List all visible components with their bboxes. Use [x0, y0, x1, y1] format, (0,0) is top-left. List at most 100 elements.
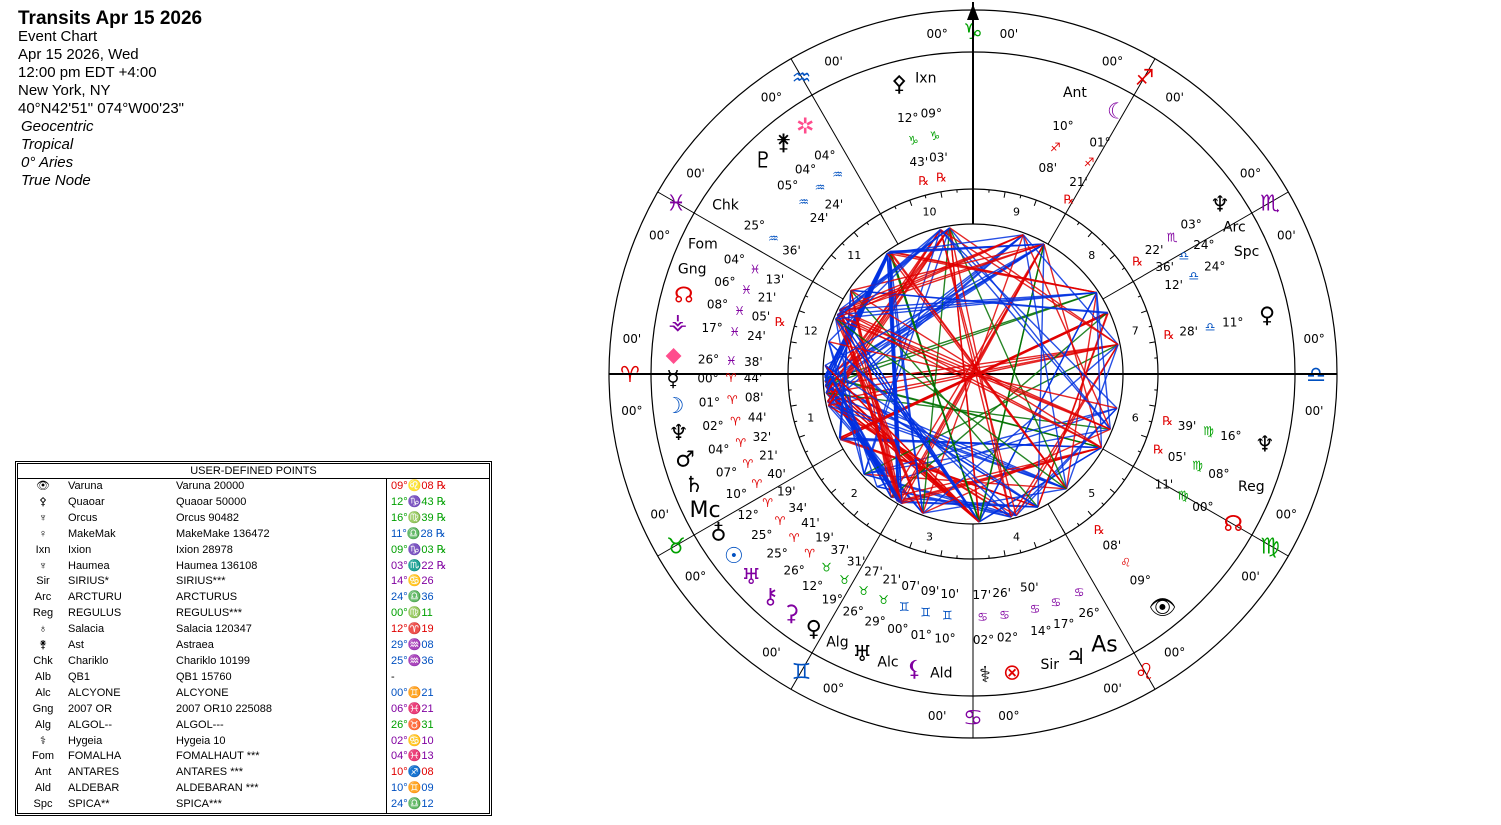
body-sign: ♏ — [1167, 231, 1178, 245]
points-fullname: Astraea — [176, 638, 387, 654]
sign-glyph: ♈ — [620, 363, 640, 388]
aspect-line — [835, 227, 951, 320]
body-glyph: ☊ — [674, 283, 694, 308]
body-sign: ♒ — [815, 180, 826, 194]
sign-cusp-minute: 00' — [928, 709, 947, 723]
body-minute: 05' — [752, 310, 771, 324]
points-row: ♆ Orcus Orcus 90482 16°♍39 ℞ — [18, 510, 489, 527]
degree-tick — [866, 522, 870, 526]
sign-cusp-line — [1133, 652, 1156, 690]
body-retrograde: ℞ — [1162, 414, 1173, 428]
body-degree: 02° — [997, 631, 1018, 645]
aspect-line — [922, 428, 1111, 514]
points-symbol: ♆ — [38, 511, 48, 524]
body-sign: ♉ — [821, 561, 832, 575]
sign-cusp-minute: 00' — [1165, 91, 1184, 105]
degree-tick — [909, 542, 913, 549]
sign-cusp-degree: 00° — [823, 681, 844, 695]
sign-cusp-degree: 00° — [927, 27, 948, 41]
degree-tick — [924, 195, 927, 199]
points-symbol: Chk — [33, 654, 53, 667]
degree-tick — [894, 538, 897, 542]
points-row: ♀ MakeMak MakeMake 136472 11°♎28 ℞ — [18, 526, 489, 543]
body-degree: 04° — [795, 163, 816, 177]
body-glyph: Arc — [1223, 220, 1246, 236]
points-name: SPICA** — [68, 798, 110, 811]
points-name: ALCYONE — [68, 686, 121, 699]
body-retrograde: ℞ — [1153, 443, 1164, 457]
body-minute: 27' — [864, 564, 883, 578]
house-number: 8 — [1088, 249, 1095, 262]
house-cusp-line — [811, 94, 899, 245]
house-cusp-line — [693, 212, 844, 300]
sign-cusp-degree: 00° — [621, 404, 642, 418]
body-sign: ♊ — [899, 600, 910, 614]
body-degree: 02° — [702, 419, 723, 433]
body-sign: ♉ — [858, 584, 869, 598]
degree-tick — [1003, 550, 1006, 557]
body-degree: 00° — [887, 622, 908, 636]
degree-tick — [853, 231, 859, 238]
points-symbol: ⚵ — [38, 639, 48, 652]
points-name: ALGOL-- — [68, 718, 113, 731]
house-cusp-line — [811, 503, 899, 654]
body-degree: 16° — [1220, 429, 1241, 443]
points-symbol: Gng — [32, 702, 54, 715]
degree-tick — [1148, 420, 1152, 423]
aspect-line — [825, 385, 1067, 490]
degree-tick — [1127, 281, 1134, 285]
sign-cusp-minute: 00' — [824, 55, 843, 69]
body-retrograde: ℞ — [1164, 328, 1175, 342]
points-row: ♁ Salacia Salacia 120347 12°♈19 — [18, 622, 489, 639]
body-sign: ♈ — [727, 393, 738, 407]
points-fullname: Salacia 120347 — [176, 622, 387, 639]
degree-tick — [1033, 199, 1037, 206]
degree-tick — [1019, 549, 1022, 553]
body-degree: 01° — [911, 628, 932, 642]
points-name: Hygeia — [68, 734, 103, 747]
degree-tick — [1003, 191, 1006, 198]
sign-glyph: ♊ — [792, 660, 812, 685]
body-degree: 04° — [814, 148, 835, 162]
body-degree: 04° — [708, 443, 729, 457]
body-glyph: ♅ — [852, 642, 872, 667]
degree-tick — [1121, 477, 1125, 481]
body-minute: 32' — [753, 430, 772, 444]
sign-cusp-line — [790, 58, 813, 96]
sign-cusp-minute: 00' — [1241, 570, 1260, 584]
aspect-line — [949, 227, 1111, 430]
points-row: Spc SPICA** SPICA*** 24°♎12 — [18, 797, 489, 814]
body-sign: ♓ — [726, 354, 737, 368]
house-number: 3 — [926, 530, 933, 543]
body-degree: 08° — [1208, 467, 1229, 481]
sign-cusp-degree: 00° — [1276, 508, 1297, 522]
degree-tick — [841, 242, 845, 246]
body-glyph: Reg — [1238, 479, 1265, 495]
body-minute: 22' — [1145, 243, 1164, 257]
points-name: Chariklo — [68, 654, 109, 667]
body-retrograde: ℞ — [1132, 254, 1143, 268]
points-symbol: Spc — [33, 798, 53, 811]
degree-tick — [1149, 341, 1156, 344]
degree-tick — [1149, 404, 1156, 407]
aspect-line — [1095, 292, 1103, 448]
body-minute: 08' — [1038, 161, 1057, 175]
points-symbol: Fom — [32, 750, 54, 763]
body-minute: 34' — [788, 501, 807, 515]
body-sign: ♈ — [762, 496, 773, 510]
points-position: 00°♊21 — [391, 686, 434, 699]
body-glyph: Spc — [1234, 244, 1259, 260]
body-retrograde: ℞ — [936, 170, 947, 184]
sign-glyph: ♏ — [1260, 192, 1280, 217]
house-cusp-line — [1047, 94, 1135, 245]
body-degree: 01° — [1089, 135, 1110, 149]
points-fullname: Orcus 90482 — [176, 510, 387, 527]
sign-cusp-degree: 00° — [1102, 55, 1123, 69]
chart-option: True Node — [21, 172, 91, 189]
body-minute: 40' — [767, 467, 786, 481]
body-sign: ♑ — [930, 129, 941, 143]
body-degree: 00° — [1192, 500, 1213, 514]
sign-cusp-degree: 00° — [998, 709, 1019, 723]
chart-option: Geocentric — [21, 118, 94, 135]
body-minute: 12' — [1164, 278, 1183, 292]
